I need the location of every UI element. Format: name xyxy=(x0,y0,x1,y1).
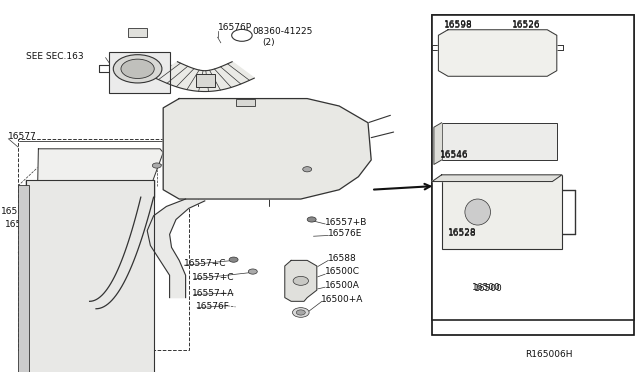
Text: 16588: 16588 xyxy=(328,254,357,263)
Polygon shape xyxy=(438,30,557,76)
Text: 16526: 16526 xyxy=(512,20,541,29)
Text: 16576P: 16576P xyxy=(218,23,252,32)
Bar xyxy=(236,99,255,106)
Circle shape xyxy=(293,276,308,285)
Text: 16546: 16546 xyxy=(440,150,468,159)
Text: 16528: 16528 xyxy=(448,228,477,237)
Text: 16528: 16528 xyxy=(448,229,477,238)
Text: 16510A: 16510A xyxy=(320,167,355,176)
Text: (2): (2) xyxy=(262,38,275,47)
Circle shape xyxy=(292,308,309,317)
Polygon shape xyxy=(156,62,254,92)
Text: 16557+A: 16557+A xyxy=(192,289,234,298)
Text: 16557+C: 16557+C xyxy=(192,273,234,282)
Text: 16500+A: 16500+A xyxy=(321,295,364,304)
Circle shape xyxy=(296,310,305,315)
Polygon shape xyxy=(432,175,562,182)
Bar xyxy=(26,180,154,372)
Text: 16576E: 16576E xyxy=(328,229,362,238)
Polygon shape xyxy=(285,260,317,301)
Bar xyxy=(109,52,170,93)
Circle shape xyxy=(303,167,312,172)
Text: 16546: 16546 xyxy=(440,151,468,160)
Text: 16500: 16500 xyxy=(472,283,501,292)
Text: 16557+B: 16557+B xyxy=(325,218,367,227)
Bar xyxy=(432,15,634,320)
Text: 16576F: 16576F xyxy=(5,220,39,229)
Text: 16557+A: 16557+A xyxy=(1,207,44,216)
Circle shape xyxy=(248,269,257,274)
Text: 16598: 16598 xyxy=(444,20,472,29)
Bar xyxy=(128,28,147,37)
Circle shape xyxy=(232,29,252,41)
Bar xyxy=(442,123,557,160)
Polygon shape xyxy=(35,149,163,309)
Bar xyxy=(432,15,634,335)
Polygon shape xyxy=(163,99,371,199)
Text: 16516M: 16516M xyxy=(163,158,200,167)
Ellipse shape xyxy=(465,199,490,225)
Bar xyxy=(442,175,562,249)
Text: 16557+C: 16557+C xyxy=(184,259,227,268)
Text: 08360-41225: 08360-41225 xyxy=(253,27,313,36)
Text: 16526: 16526 xyxy=(512,21,541,30)
Text: 16500C: 16500C xyxy=(325,267,360,276)
Text: SEE SEC.163: SEE SEC.163 xyxy=(26,52,83,61)
Polygon shape xyxy=(434,123,442,164)
Polygon shape xyxy=(147,199,205,298)
Circle shape xyxy=(307,217,316,222)
Text: 16598: 16598 xyxy=(444,21,472,30)
Text: 16576F: 16576F xyxy=(196,302,230,311)
Bar xyxy=(18,185,29,372)
Text: 16577: 16577 xyxy=(8,132,37,141)
Text: 22680: 22680 xyxy=(214,101,243,110)
Text: R165006H: R165006H xyxy=(525,350,572,359)
Bar xyxy=(196,74,215,87)
Circle shape xyxy=(113,55,162,83)
Text: 16500A: 16500A xyxy=(325,281,360,290)
Text: 16500: 16500 xyxy=(474,284,502,293)
Circle shape xyxy=(121,59,154,78)
Circle shape xyxy=(229,257,238,262)
Bar xyxy=(18,140,189,350)
Text: S: S xyxy=(239,31,244,40)
Circle shape xyxy=(152,163,161,168)
